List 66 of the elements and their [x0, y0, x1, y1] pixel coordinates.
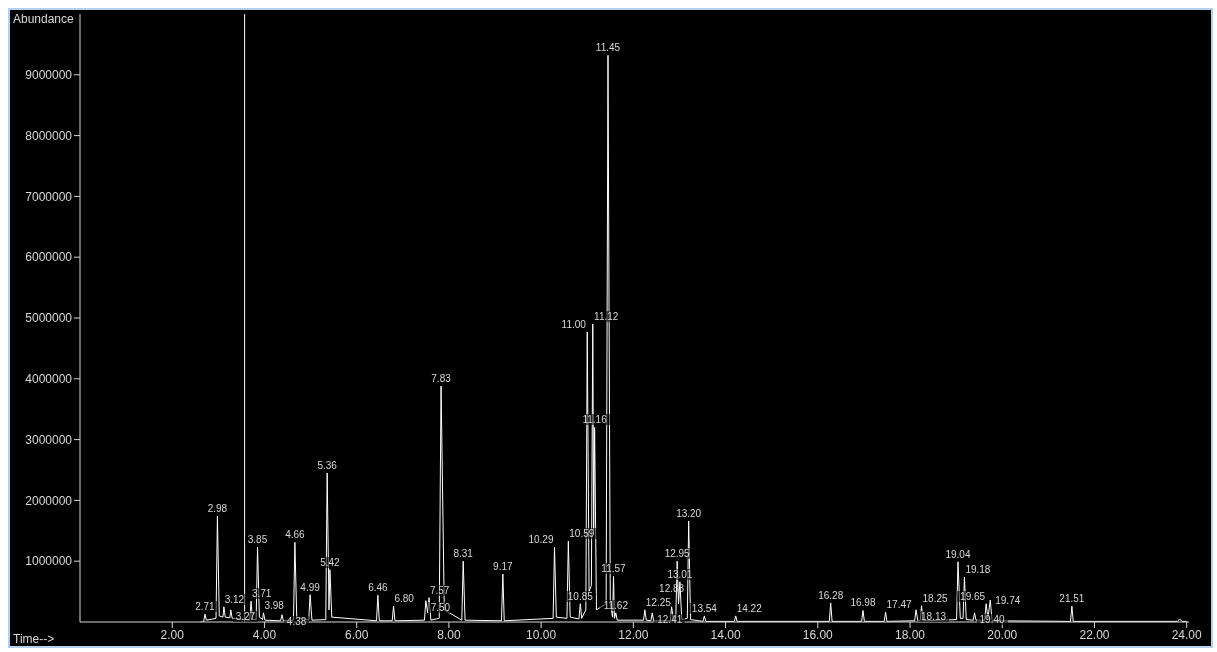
annotation: 3.71 [249, 588, 275, 600]
x-tick-label: 16.00 [802, 627, 834, 642]
y-tick-label: 1000000 [25, 554, 73, 569]
annotation: 11.16 [579, 414, 611, 426]
y-tick-label: 9000000 [25, 68, 73, 83]
annotation: 6.80 [391, 593, 417, 605]
y-tick-label: 4000000 [25, 372, 73, 387]
annotation: 16.28 [815, 590, 847, 602]
annotation: 2.71 [192, 601, 218, 613]
x-tick-label: 20.00 [987, 627, 1018, 642]
x-tick-label: 4.00 [252, 627, 277, 642]
annotation: 19.74 [992, 594, 1024, 606]
annotation: 11.62 [600, 599, 632, 611]
annotation: 8.31 [450, 548, 476, 560]
annotation: 3.85 [244, 534, 271, 546]
annotation: 18.13 [918, 610, 949, 622]
x-tick-label: 12.00 [618, 627, 649, 642]
annotation: 6.46 [365, 582, 391, 594]
annotation: 9.17 [490, 560, 516, 572]
x-tick-label: 24.00 [1171, 627, 1203, 642]
annotation: 10.59 [566, 528, 598, 540]
annotation: 5.36 [314, 460, 340, 472]
annotation: 7.57 [427, 584, 453, 596]
annotation: 11.00 [558, 318, 590, 330]
annotation: 5.42 [317, 556, 343, 568]
annotation: 4.99 [297, 581, 323, 593]
annotation: 19.65 [957, 590, 989, 602]
annotation: 12.25 [644, 596, 672, 608]
x-tick-label: 8.00 [437, 627, 461, 642]
y-tick-label: 7000000 [25, 189, 73, 204]
annotation: 14.22 [733, 602, 765, 614]
x-tick-label: 22.00 [1079, 627, 1110, 642]
annotation: 13.01 [664, 568, 696, 580]
annotation: 17.47 [885, 599, 913, 611]
annotation: 4.66 [282, 529, 308, 541]
x-tick-label: 2.00 [160, 627, 185, 642]
annotation: 7.83 [428, 373, 454, 385]
x-axis-title: Time--> [13, 632, 55, 646]
annotation: 13.20 [673, 508, 705, 520]
y-tick-label: 3000000 [25, 432, 73, 447]
annotation: 3.27 [232, 610, 258, 622]
annotation: 2.98 [204, 503, 230, 515]
y-tick-label: 6000000 [25, 250, 73, 265]
y-axis-title: Abundance [13, 12, 74, 26]
x-tick-label: 6.00 [344, 627, 369, 642]
annotation: 11.45 [592, 42, 624, 54]
annotation: 10.85 [564, 590, 596, 602]
annotation: 13.54 [688, 602, 720, 614]
x-tick-label: 14.00 [710, 627, 741, 642]
annotation: 12.95 [661, 548, 693, 560]
y-tick-label: 2000000 [25, 493, 73, 508]
annotation: 11.57 [598, 563, 630, 575]
annotation: 10.29 [525, 534, 557, 546]
x-tick-label: 10.00 [526, 627, 557, 642]
annotation: 11.12 [590, 311, 622, 323]
annotation: 3.98 [261, 599, 287, 611]
y-tick-label: 5000000 [25, 311, 73, 326]
x-tick-label: 18.00 [895, 627, 926, 642]
annotation: 21.51 [1056, 593, 1088, 605]
annotation: 19.18 [962, 564, 994, 575]
y-tick-label: 8000000 [25, 128, 73, 143]
annotation: 18.25 [919, 592, 951, 604]
annotation: 19.04 [942, 548, 974, 560]
annotation: 16.98 [847, 597, 879, 609]
annotation: 3.12 [221, 593, 248, 605]
annotation: 7.50 [427, 601, 454, 613]
